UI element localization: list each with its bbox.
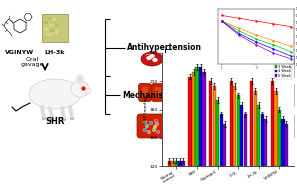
Bar bbox=[171, 115, 294, 137]
Bar bbox=[52, 18, 56, 21]
Bar bbox=[171, 84, 294, 106]
Text: Oral
gavage: Oral gavage bbox=[20, 57, 44, 67]
FancyBboxPatch shape bbox=[142, 87, 148, 98]
FancyBboxPatch shape bbox=[155, 87, 161, 98]
Bar bbox=[254, 91, 257, 189]
Bar bbox=[240, 105, 243, 189]
Bar bbox=[49, 24, 55, 27]
Bar bbox=[233, 86, 236, 189]
Ellipse shape bbox=[85, 88, 91, 94]
Bar bbox=[175, 161, 178, 189]
Bar bbox=[168, 161, 171, 189]
Text: Antihypertension: Antihypertension bbox=[127, 43, 202, 52]
Circle shape bbox=[145, 124, 149, 128]
Bar bbox=[261, 114, 264, 189]
Bar bbox=[178, 161, 181, 189]
Ellipse shape bbox=[152, 58, 157, 62]
Bar bbox=[216, 100, 219, 189]
Circle shape bbox=[153, 125, 157, 129]
Ellipse shape bbox=[70, 116, 74, 119]
Bar bbox=[244, 114, 247, 189]
Bar bbox=[199, 67, 202, 189]
Text: Oxidative stress: Oxidative stress bbox=[175, 67, 238, 74]
FancyBboxPatch shape bbox=[138, 84, 151, 101]
Text: ↑: ↑ bbox=[203, 117, 210, 126]
Bar bbox=[42, 14, 68, 42]
Text: ACE, Ang II: ACE, Ang II bbox=[175, 59, 218, 64]
Circle shape bbox=[152, 128, 156, 132]
Bar bbox=[50, 29, 55, 32]
Bar bbox=[230, 81, 233, 189]
Text: Mechanism: Mechanism bbox=[122, 91, 171, 99]
Text: ↑: ↑ bbox=[218, 126, 224, 135]
Text: ↓: ↓ bbox=[189, 95, 196, 104]
Circle shape bbox=[143, 128, 147, 132]
Text: ACE2, AT2R: ACE2, AT2R bbox=[175, 88, 220, 94]
Circle shape bbox=[154, 119, 158, 123]
Bar bbox=[257, 105, 260, 189]
Ellipse shape bbox=[50, 118, 54, 121]
Bar bbox=[271, 81, 274, 189]
Circle shape bbox=[155, 122, 159, 126]
Bar bbox=[274, 91, 277, 189]
Circle shape bbox=[147, 130, 151, 134]
Bar bbox=[264, 119, 267, 189]
Bar bbox=[203, 72, 206, 189]
Bar bbox=[195, 67, 199, 189]
Bar bbox=[192, 72, 195, 189]
Circle shape bbox=[156, 130, 160, 134]
Text: ↓: ↓ bbox=[209, 57, 216, 66]
FancyBboxPatch shape bbox=[151, 84, 165, 101]
Y-axis label: SBP (mmHg): SBP (mmHg) bbox=[144, 96, 148, 123]
Bar bbox=[54, 29, 58, 34]
Bar bbox=[55, 23, 58, 27]
Text: LH-3k: LH-3k bbox=[45, 50, 65, 56]
Ellipse shape bbox=[149, 54, 154, 58]
Text: AT1R: AT1R bbox=[175, 97, 196, 102]
Ellipse shape bbox=[29, 79, 81, 109]
Bar bbox=[44, 27, 49, 31]
Bar bbox=[281, 119, 285, 189]
Bar bbox=[219, 114, 223, 189]
Bar bbox=[171, 55, 294, 77]
Ellipse shape bbox=[42, 116, 46, 119]
Ellipse shape bbox=[78, 77, 82, 81]
Bar bbox=[237, 95, 240, 189]
Ellipse shape bbox=[71, 81, 89, 97]
Bar bbox=[44, 21, 48, 24]
Bar bbox=[182, 161, 185, 189]
Bar bbox=[223, 124, 226, 189]
Text: SHR: SHR bbox=[45, 118, 65, 126]
Bar bbox=[285, 124, 288, 189]
Bar bbox=[250, 81, 253, 189]
Bar bbox=[278, 110, 281, 189]
Text: Diversity: Diversity bbox=[175, 119, 211, 125]
Ellipse shape bbox=[77, 75, 83, 83]
Text: ↑: ↑ bbox=[206, 86, 213, 95]
Bar bbox=[213, 86, 216, 189]
Ellipse shape bbox=[141, 52, 163, 66]
Text: ↓: ↓ bbox=[223, 66, 230, 75]
Ellipse shape bbox=[146, 56, 151, 60]
Circle shape bbox=[143, 120, 147, 124]
Bar bbox=[47, 17, 52, 19]
Bar bbox=[189, 77, 192, 189]
FancyBboxPatch shape bbox=[137, 114, 167, 138]
Bar bbox=[209, 81, 212, 189]
Text: VGINYW: VGINYW bbox=[5, 50, 34, 56]
Bar bbox=[171, 161, 175, 189]
Bar bbox=[46, 33, 53, 36]
Circle shape bbox=[149, 121, 153, 125]
Legend: 1 Week, 2 Week, 3 Week, 4 Week, 5 Week: 1 Week, 2 Week, 3 Week, 4 Week, 5 Week bbox=[274, 55, 292, 79]
Ellipse shape bbox=[62, 118, 66, 121]
Text: SCFA producers: SCFA producers bbox=[175, 128, 235, 133]
